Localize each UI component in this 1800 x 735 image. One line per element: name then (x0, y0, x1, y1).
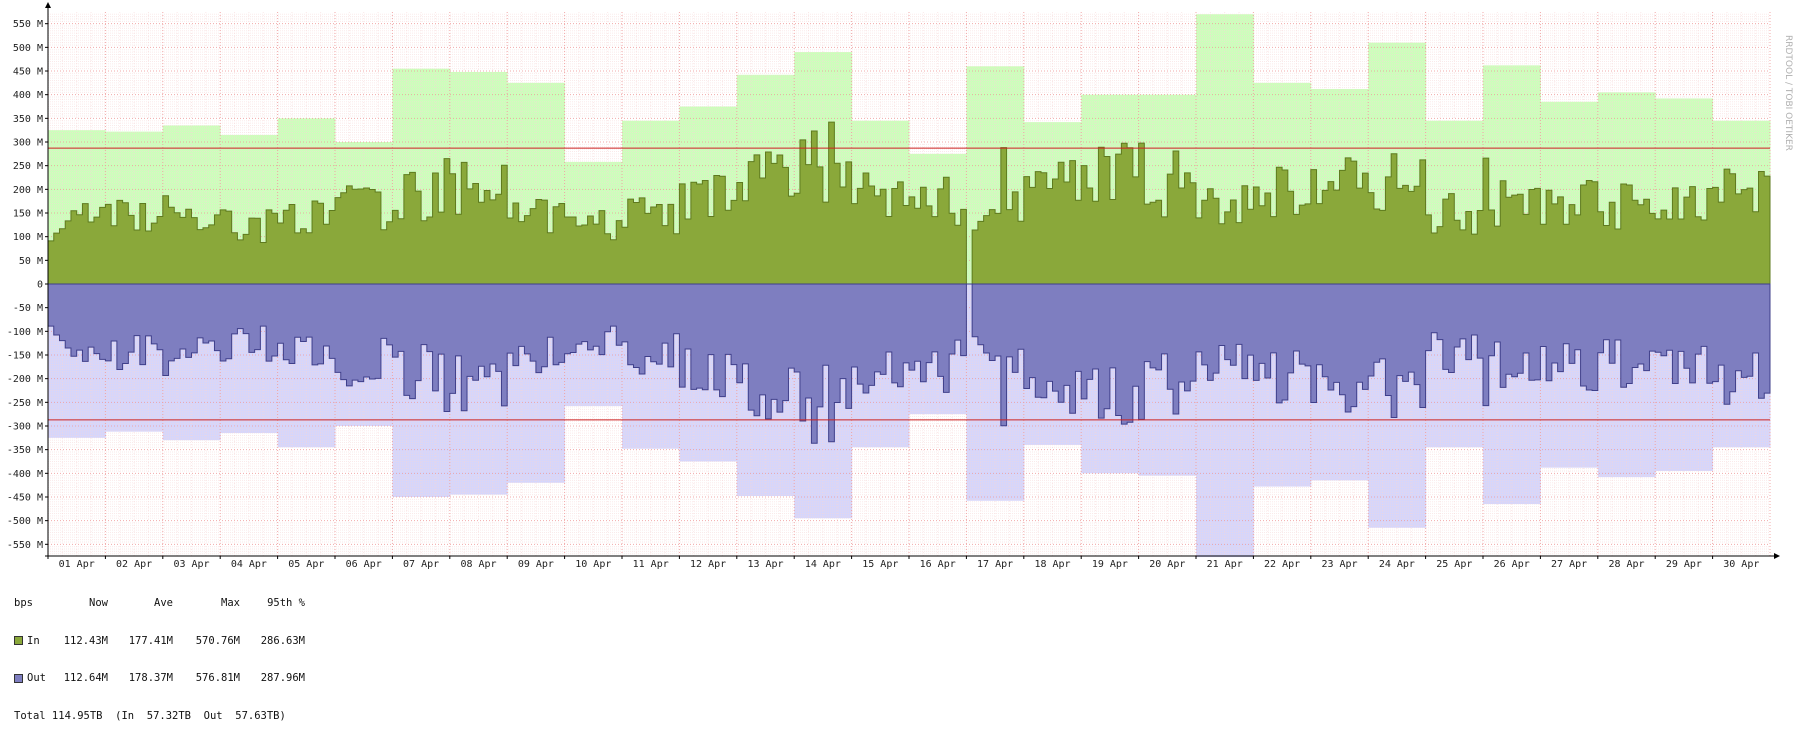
x-tick-label: 08 Apr (460, 559, 496, 570)
x-tick-label: 13 Apr (747, 559, 783, 570)
x-tick-label: 07 Apr (403, 559, 439, 570)
y-tick-label: 50 M (19, 256, 43, 267)
x-tick-label: 16 Apr (920, 559, 956, 570)
in-swatch (14, 636, 23, 646)
x-tick-label: 12 Apr (690, 559, 726, 570)
x-tick-label: 25 Apr (1436, 559, 1472, 570)
x-tick-label: 05 Apr (288, 559, 324, 570)
legend-out-ave: 178.37M (128, 672, 173, 684)
x-tick-label: 14 Apr (805, 559, 841, 570)
out-swatch (14, 673, 23, 683)
x-tick-label: 15 Apr (862, 559, 898, 570)
x-tick-label: 02 Apr (116, 559, 152, 570)
x-tick-label: 27 Apr (1551, 559, 1587, 570)
x-tick-label: 06 Apr (346, 559, 382, 570)
y-tick-label: 0 (37, 280, 43, 291)
y-tick-label: -300 M (7, 421, 43, 432)
y-tick-label: -350 M (7, 445, 43, 456)
x-tick-label: 22 Apr (1264, 559, 1300, 570)
x-tick-label: 03 Apr (173, 559, 209, 570)
x-tick-label: 19 Apr (1092, 559, 1128, 570)
traffic-areas (47, 121, 1771, 444)
legend-out-name: Out (27, 672, 46, 684)
y-axis-ticks: 550 M 500 M 450 M 400 M 350 M 300 M 250 M 200 M… (7, 19, 48, 551)
x-tick-label: 11 Apr (633, 559, 669, 570)
x-axis-ticks: 01 Apr 02 Apr 03 Apr 04 Apr 05 Apr 06 Apr 07 A… (47, 556, 1759, 570)
legend-p95-header: 95th % (267, 597, 305, 609)
y-tick-label: 300 M (13, 138, 43, 149)
y-tick-label: -150 M (7, 350, 43, 361)
legend-ave-header: Ave (154, 597, 173, 609)
legend: bps Now Ave Max 95th % In 112.43M 177.41… (14, 572, 305, 735)
y-tick-label: 450 M (13, 67, 43, 78)
legend-out-now: 112.64M (63, 672, 108, 684)
legend-total: Total 114.95TB (In 57.32TB Out 57.63TB) (14, 710, 305, 723)
x-tick-label: 24 Apr (1379, 559, 1415, 570)
legend-in-now: 112.43M (63, 634, 108, 647)
y-tick-label: -100 M (7, 327, 43, 338)
in-traffic-area (47, 121, 1771, 285)
percentile-lines (48, 147, 1770, 421)
y-axis-arrow (45, 2, 51, 8)
x-tick-label: 04 Apr (231, 559, 267, 570)
x-tick-label: 20 Apr (1149, 559, 1185, 570)
legend-in-max: 570.76M (195, 634, 240, 647)
x-tick-label: 29 Apr (1666, 559, 1702, 570)
legend-header: bps Now Ave Max 95th % (14, 597, 305, 610)
y-tick-label: -250 M (7, 398, 43, 409)
y-tick-label: 250 M (13, 161, 43, 172)
y-tick-label: 550 M (13, 19, 43, 30)
legend-in-p95: 286.63M (260, 634, 305, 647)
legend-row-in: In 112.43M 177.41M 570.76M 286.63M (14, 635, 305, 648)
x-tick-label: 28 Apr (1608, 559, 1644, 570)
x-tick-label: 10 Apr (575, 559, 611, 570)
legend-out-max: 576.81M (195, 672, 240, 684)
legend-out-p95: 287.96M (260, 672, 305, 684)
y-tick-label: 100 M (13, 232, 43, 243)
legend-in-name: In (27, 634, 40, 647)
y-tick-label: 150 M (13, 209, 43, 220)
x-tick-label: 09 Apr (518, 559, 554, 570)
legend-total-text: Total 114.95TB (In 57.32TB Out 57.63TB) (14, 709, 286, 722)
x-tick-label: 01 Apr (59, 559, 95, 570)
x-tick-label: 21 Apr (1207, 559, 1243, 570)
legend-in-ave: 177.41M (128, 634, 173, 647)
traffic-chart: 550 M 500 M 450 M 400 M 350 M 300 M 250 M 200 M… (7, 2, 1793, 570)
x-tick-label: 18 Apr (1034, 559, 1070, 570)
axes (45, 2, 1780, 559)
y-tick-label: -50 M (13, 303, 43, 314)
legend-max-header: Max (221, 597, 240, 609)
y-tick-label: -400 M (7, 469, 43, 480)
y-tick-label: -500 M (7, 516, 43, 527)
y-tick-label: -200 M (7, 374, 43, 385)
y-tick-label: -450 M (7, 492, 43, 503)
vertical-label: RRDTOOL / TOBI OETIKER (1783, 35, 1793, 151)
out-traffic-area (47, 283, 1771, 444)
x-tick-label: 17 Apr (977, 559, 1013, 570)
x-axis-arrow (1774, 553, 1780, 559)
y-tick-label: 400 M (13, 90, 43, 101)
x-tick-label: 23 Apr (1321, 559, 1357, 570)
y-tick-label: 350 M (13, 114, 43, 125)
legend-now-header: Now (89, 597, 108, 609)
y-tick-label: 200 M (13, 185, 43, 196)
x-tick-label: 30 Apr (1723, 559, 1759, 570)
legend-unit: bps (14, 597, 33, 609)
y-tick-label: 500 M (13, 43, 43, 54)
legend-row-out: Out 112.64M 178.37M 576.81M 287.96M (14, 672, 305, 685)
y-tick-label: -550 M (7, 540, 43, 551)
x-tick-label: 26 Apr (1494, 559, 1530, 570)
